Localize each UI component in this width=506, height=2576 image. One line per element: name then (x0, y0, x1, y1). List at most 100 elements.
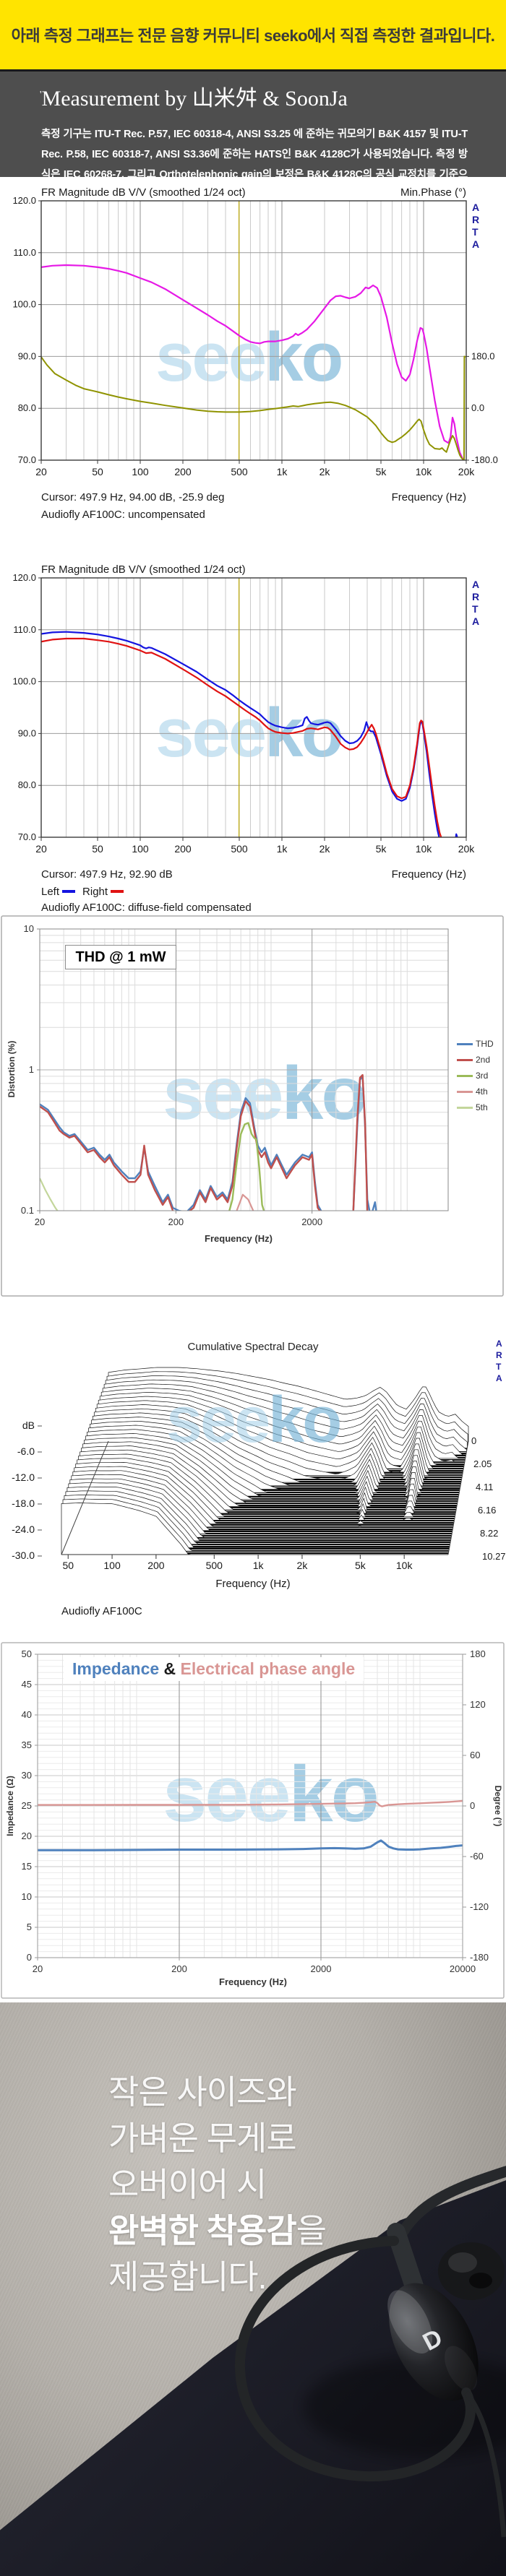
thd-legend-item: 3rd (457, 1071, 494, 1081)
svg-text:40: 40 (22, 1709, 32, 1720)
impedance-y-axis-label: Impedance (Ω) (5, 1776, 15, 1836)
svg-text:10.27 ms: 10.27 ms (482, 1551, 506, 1562)
svg-text:A: A (472, 615, 479, 627)
svg-text:R: R (472, 214, 479, 225)
svg-text:10k: 10k (396, 1560, 413, 1571)
svg-text:10k: 10k (416, 843, 433, 855)
thd-legend-item: THD (457, 1039, 494, 1049)
svg-text:-180: -180 (470, 1952, 489, 1963)
header-title-text: Measurement by 山米舛 & SoonJa (41, 87, 348, 111)
right-channel-label: Right (82, 886, 108, 898)
svg-text:-30.0: -30.0 (12, 1550, 35, 1561)
svg-text:A: A (496, 1373, 502, 1383)
svg-text:1: 1 (29, 1064, 34, 1075)
svg-text:200: 200 (171, 1963, 187, 1974)
svg-text:200: 200 (168, 1216, 184, 1227)
impedance-title-impedance: Impedance (72, 1659, 160, 1678)
svg-text:20: 20 (22, 1831, 32, 1841)
caption-line-5: 제공합니다. (108, 2258, 267, 2296)
caption-line-1: 작은 사이즈와 (108, 2073, 297, 2111)
impedance-title: Impedance & Electrical phase angle (64, 1657, 364, 1681)
photo-caption: 작은 사이즈와 가벼운 무게로 오버이어 시 완벽한 착용감을 제공합니다. (108, 2069, 327, 2300)
svg-text:2k: 2k (297, 1560, 309, 1571)
svg-text:500: 500 (206, 1560, 223, 1571)
left-channel-swatch (62, 890, 76, 894)
svg-text:180: 180 (470, 1648, 486, 1659)
svg-text:100.0: 100.0 (12, 299, 36, 310)
svg-text:20: 20 (35, 1216, 45, 1227)
svg-text:15: 15 (22, 1861, 32, 1872)
cable-upper (393, 2166, 506, 2245)
svg-text:100: 100 (132, 466, 149, 477)
svg-text:5k: 5k (355, 1560, 366, 1571)
impedance-chart: 0 5 10 15 20 25 30 35 40 45 50 -180 -120 -60 0 60 120 180… (1, 1642, 505, 1999)
notice-banner-text: 아래 측정 그래프는 전문 음향 커뮤니티 seeko에서 직접 측정한 결과입… (11, 27, 495, 45)
svg-text:20: 20 (35, 843, 47, 855)
svg-text:80.0: 80.0 (18, 402, 36, 413)
thd-x-axis-label: Frequency (Hz) (205, 1233, 273, 1244)
x-axis-label: Frequency (Hz) (391, 491, 466, 503)
header-title: 'Measurement by 山米舛 & SoonJa (40, 80, 348, 112)
caption-line-3: 오버이어 시 (108, 2166, 267, 2203)
svg-text:120: 120 (470, 1699, 486, 1710)
svg-text:180.0: 180.0 (471, 350, 495, 361)
svg-text:120.0: 120.0 (12, 195, 36, 206)
svg-text:5k: 5k (376, 466, 387, 477)
chart-title-compensated: FR Magnitude dB V/V (smoothed 1/24 oct) (41, 563, 246, 576)
svg-text:0.1: 0.1 (21, 1205, 34, 1216)
svg-text:20: 20 (35, 466, 47, 477)
svg-text:0.0: 0.0 (471, 402, 484, 413)
svg-text:2.05: 2.05 (473, 1458, 492, 1469)
caption-line-2: 가벼운 무게로 (108, 2119, 297, 2157)
svg-text:100: 100 (132, 843, 149, 855)
svg-text:1k: 1k (277, 466, 288, 477)
csd-title: Cumulative Spectral Decay (187, 1341, 319, 1353)
caption-line-4: 완벽한 착용감을 (108, 2212, 327, 2249)
svg-text:5: 5 (27, 1922, 32, 1932)
svg-text:A: A (496, 1339, 502, 1349)
svg-text:-24.0: -24.0 (12, 1523, 35, 1535)
svg-text:45: 45 (22, 1679, 32, 1690)
thd-chart: 10 1 0.120 200 2000 (1, 915, 504, 1297)
right-channel-swatch (111, 890, 124, 894)
svg-text:500: 500 (231, 466, 248, 477)
impedance-title-phase: Electrical phase angle (180, 1659, 356, 1678)
svg-text:-12.0: -12.0 (12, 1471, 35, 1483)
chart-title-uncompensated: FR Magnitude dB V/V (smoothed 1/24 oct) (41, 186, 246, 199)
thd-legend-item: 2nd (457, 1055, 494, 1065)
thd-legend: THD 2nd 3rd 4th 5th (457, 1039, 494, 1112)
svg-text:50: 50 (22, 1648, 32, 1659)
header-description: 측정 기구는 ITU-T Rec. P.57, IEC 60318-4, ANS… (41, 128, 468, 202)
product-photo: D 작은 사이즈와 가벼운 무게로 오버이어 시 완벽한 착용감을 제공합니다. (0, 2002, 506, 2576)
svg-text:70.0: 70.0 (18, 454, 36, 465)
svg-text:110.0: 110.0 (13, 624, 36, 635)
svg-text:0: 0 (27, 1952, 32, 1963)
svg-text:dB: dB (22, 1419, 35, 1431)
csd-source: Audiofly AF100C (61, 1605, 142, 1617)
svg-text:2k: 2k (320, 843, 331, 855)
fr-compensated-chart: 120.0 110.0 100.0 90.0 80.0 70.020 50 100 200 500… (12, 572, 479, 855)
channel-legend: Left Right (41, 886, 131, 898)
cable-lower (464, 2390, 506, 2538)
earphone-illustration: D (234, 2166, 506, 2538)
thd-title-box: THD @ 1 mW (65, 945, 176, 969)
svg-text:-6.0: -6.0 (17, 1445, 35, 1457)
svg-text:20k: 20k (458, 843, 476, 855)
svg-text:80.0: 80.0 (18, 779, 36, 790)
svg-text:20000: 20000 (450, 1963, 476, 1974)
svg-text:R: R (472, 591, 479, 602)
svg-text:500: 500 (231, 843, 248, 855)
svg-text:50: 50 (92, 843, 103, 855)
svg-text:4.11: 4.11 (476, 1482, 493, 1492)
svg-text:0: 0 (470, 1800, 475, 1811)
svg-text:T: T (472, 603, 479, 615)
impedance-x-axis-label: Frequency (Hz) (219, 1976, 287, 1987)
svg-text:R: R (496, 1350, 502, 1360)
svg-text:0: 0 (471, 1435, 476, 1446)
svg-text:2000: 2000 (301, 1216, 322, 1227)
foam-eartip (438, 2242, 505, 2300)
svg-text:10: 10 (22, 1891, 32, 1902)
svg-text:A: A (472, 202, 479, 213)
left-channel-label: Left (41, 886, 60, 898)
